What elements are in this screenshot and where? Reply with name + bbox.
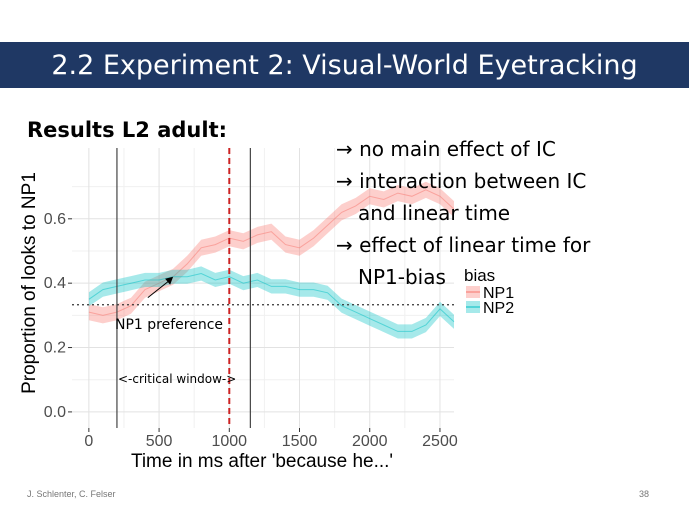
bullet-item: → effect of linear time for (336, 233, 591, 257)
series-ribbon-np2 (88, 266, 455, 339)
title-bar: 2.2 Experiment 2: Visual-World Eyetracki… (0, 42, 689, 88)
x-tick-label: 500 (146, 433, 173, 450)
slide-title: 2.2 Experiment 2: Visual-World Eyetracki… (51, 50, 638, 81)
series-line-np2 (88, 272, 455, 332)
y-tick-label: 0.6 (44, 211, 66, 228)
annotation-np1-preference: NP1 preference (115, 317, 223, 333)
legend-label-np1: NP1 (483, 285, 514, 302)
y-axis-title: Proportion of looks to NP1 (19, 172, 40, 394)
page-number: 38 (638, 489, 649, 499)
right-arrow-icon: → (336, 233, 353, 257)
legend-label-np2: NP2 (483, 300, 514, 317)
right-arrow-icon: → (336, 137, 353, 161)
bullet-item: → no main effect of IC (336, 137, 556, 161)
y-tick-label: 0.0 (44, 404, 66, 421)
series-line-np1 (88, 189, 455, 316)
y-tick-label: 0.4 (44, 275, 66, 292)
x-axis-title: Time in ms after 'because he...' (131, 451, 393, 472)
footer-authors: J. Schlenter, C. Felser (27, 489, 116, 499)
bullet-continuation: and linear time (358, 201, 511, 225)
right-arrow-icon: → (336, 169, 353, 193)
x-tick-label: 2000 (352, 433, 388, 450)
bullet-list: → no main effect of IC → interaction bet… (336, 133, 590, 293)
x-tick-label: 1500 (282, 433, 318, 450)
bullet-continuation: NP1-bias (358, 265, 446, 289)
results-heading: Results L2 adult: (27, 118, 228, 142)
x-tick-label: 0 (84, 433, 93, 450)
x-tick-label: 1000 (211, 433, 247, 450)
series-ribbon-np1 (88, 181, 455, 324)
y-tick-label: 0.2 (44, 340, 66, 357)
x-tick-label: 2500 (422, 433, 458, 450)
annotation-arrowhead (165, 276, 174, 285)
annotation-arrow (147, 280, 170, 299)
plot-panel (72, 148, 454, 428)
legend-title: bias (464, 266, 495, 285)
bullet-item: → interaction between IC (336, 169, 587, 193)
annotation-critical-window: <-critical window-> (118, 372, 236, 386)
